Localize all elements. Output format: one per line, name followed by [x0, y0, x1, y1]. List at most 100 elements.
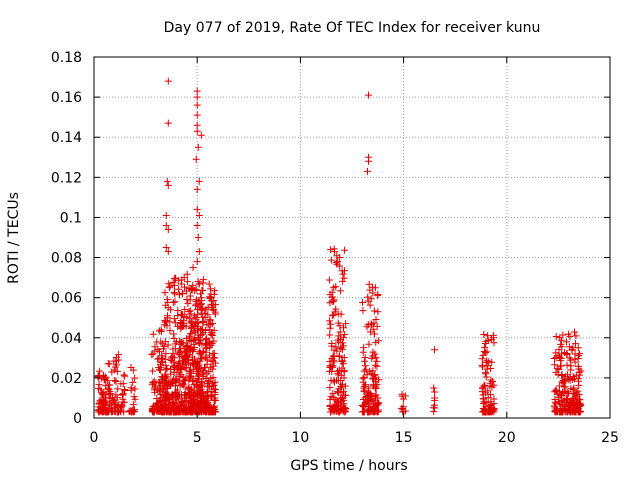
data-point [398, 390, 406, 398]
data-point [175, 369, 183, 377]
data-point [201, 327, 209, 335]
data-point [431, 394, 439, 402]
data-point [200, 399, 208, 407]
data-point [211, 287, 219, 295]
data-point [479, 363, 487, 371]
data-point [161, 407, 169, 415]
data-point [336, 322, 344, 330]
data-point [564, 371, 572, 379]
y-tick-label: 0.06 [51, 291, 82, 307]
data-point [151, 388, 159, 396]
data-point [573, 400, 581, 408]
data-point [169, 394, 177, 402]
data-point [170, 330, 178, 338]
data-point [178, 353, 186, 361]
data-point [162, 366, 170, 374]
data-point [180, 273, 188, 281]
data-point [167, 357, 175, 365]
data-point [482, 373, 490, 381]
data-point [172, 405, 180, 413]
data-point [360, 367, 368, 375]
data-point [154, 345, 162, 353]
data-point [341, 246, 349, 254]
data-point [204, 311, 212, 319]
data-point [188, 286, 196, 294]
data-point [116, 407, 124, 415]
data-point [336, 262, 344, 270]
data-point [366, 328, 374, 336]
data-point [190, 335, 198, 343]
data-points [94, 77, 585, 416]
data-point [197, 294, 205, 302]
data-point [194, 234, 202, 241]
data-point [574, 354, 582, 362]
data-point [193, 111, 201, 119]
data-point [484, 387, 492, 395]
data-point [130, 408, 138, 416]
data-point [372, 402, 380, 410]
data-point [552, 354, 560, 362]
data-point [103, 406, 111, 414]
data-point [171, 345, 179, 353]
data-point [371, 371, 379, 379]
data-point [555, 365, 563, 373]
data-point [163, 365, 171, 373]
data-point [193, 93, 201, 101]
data-point [360, 387, 368, 395]
data-point [326, 363, 334, 371]
data-point [575, 381, 583, 389]
data-point [484, 394, 492, 402]
data-point [164, 298, 172, 306]
data-point [182, 349, 190, 357]
data-point [114, 385, 122, 393]
data-point [120, 398, 128, 406]
data-point [329, 389, 337, 397]
data-point [199, 317, 207, 325]
data-point [484, 332, 492, 340]
data-point [557, 340, 565, 348]
data-point [373, 401, 381, 409]
data-point [184, 300, 192, 308]
data-point [371, 350, 379, 358]
data-point [326, 331, 334, 339]
data-point [331, 308, 339, 316]
data-point [108, 408, 116, 416]
data-point [210, 326, 218, 334]
data-point [163, 393, 171, 401]
data-point [206, 343, 214, 351]
data-point [197, 131, 205, 139]
data-point [201, 354, 209, 362]
data-point [186, 292, 194, 300]
data-point [179, 401, 187, 409]
data-point [556, 362, 564, 370]
data-point [559, 376, 567, 384]
data-point [331, 405, 339, 413]
data-point [163, 389, 171, 397]
data-point [330, 378, 338, 386]
data-point [359, 378, 367, 386]
data-point [181, 364, 189, 372]
data-point [168, 391, 176, 399]
data-point [195, 248, 203, 256]
data-point [363, 323, 371, 331]
data-point [206, 294, 214, 302]
data-point [169, 278, 177, 286]
data-point [193, 87, 201, 95]
data-point [175, 362, 183, 370]
data-point [479, 385, 487, 393]
data-point [574, 387, 582, 395]
data-point [328, 342, 336, 350]
data-point [565, 390, 573, 398]
data-point [104, 384, 112, 392]
data-point [177, 280, 185, 288]
data-point [207, 374, 215, 382]
y-tick-label: 0 [73, 411, 82, 427]
data-point [205, 320, 213, 328]
data-point [368, 354, 376, 362]
data-point [162, 350, 170, 358]
data-point [552, 386, 560, 394]
x-tick-label: 25 [601, 430, 619, 446]
data-point [187, 361, 195, 369]
data-point [329, 297, 337, 305]
data-point [341, 408, 349, 416]
